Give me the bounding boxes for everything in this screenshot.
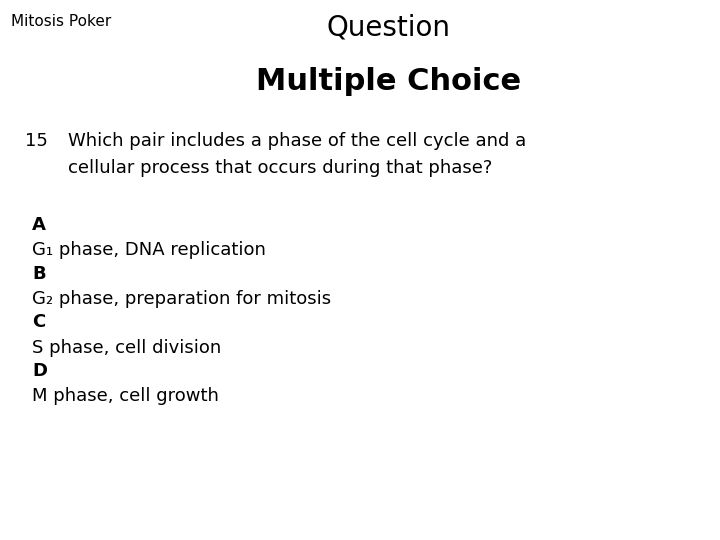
Text: Multiple Choice: Multiple Choice	[256, 68, 521, 97]
Text: 15: 15	[25, 132, 48, 150]
Text: Which pair includes a phase of the cell cycle and a: Which pair includes a phase of the cell …	[68, 132, 526, 150]
Text: G₁ phase, DNA replication: G₁ phase, DNA replication	[32, 241, 266, 259]
Text: B: B	[32, 265, 46, 282]
Text: A: A	[32, 216, 46, 234]
Text: cellular process that occurs during that phase?: cellular process that occurs during that…	[68, 159, 492, 177]
Text: G₂ phase, preparation for mitosis: G₂ phase, preparation for mitosis	[32, 290, 331, 308]
Text: M phase, cell growth: M phase, cell growth	[32, 387, 220, 405]
Text: D: D	[32, 362, 48, 380]
Text: C: C	[32, 313, 45, 331]
Text: Mitosis Poker: Mitosis Poker	[11, 14, 111, 29]
Text: S phase, cell division: S phase, cell division	[32, 339, 222, 356]
Text: Question: Question	[327, 14, 451, 42]
